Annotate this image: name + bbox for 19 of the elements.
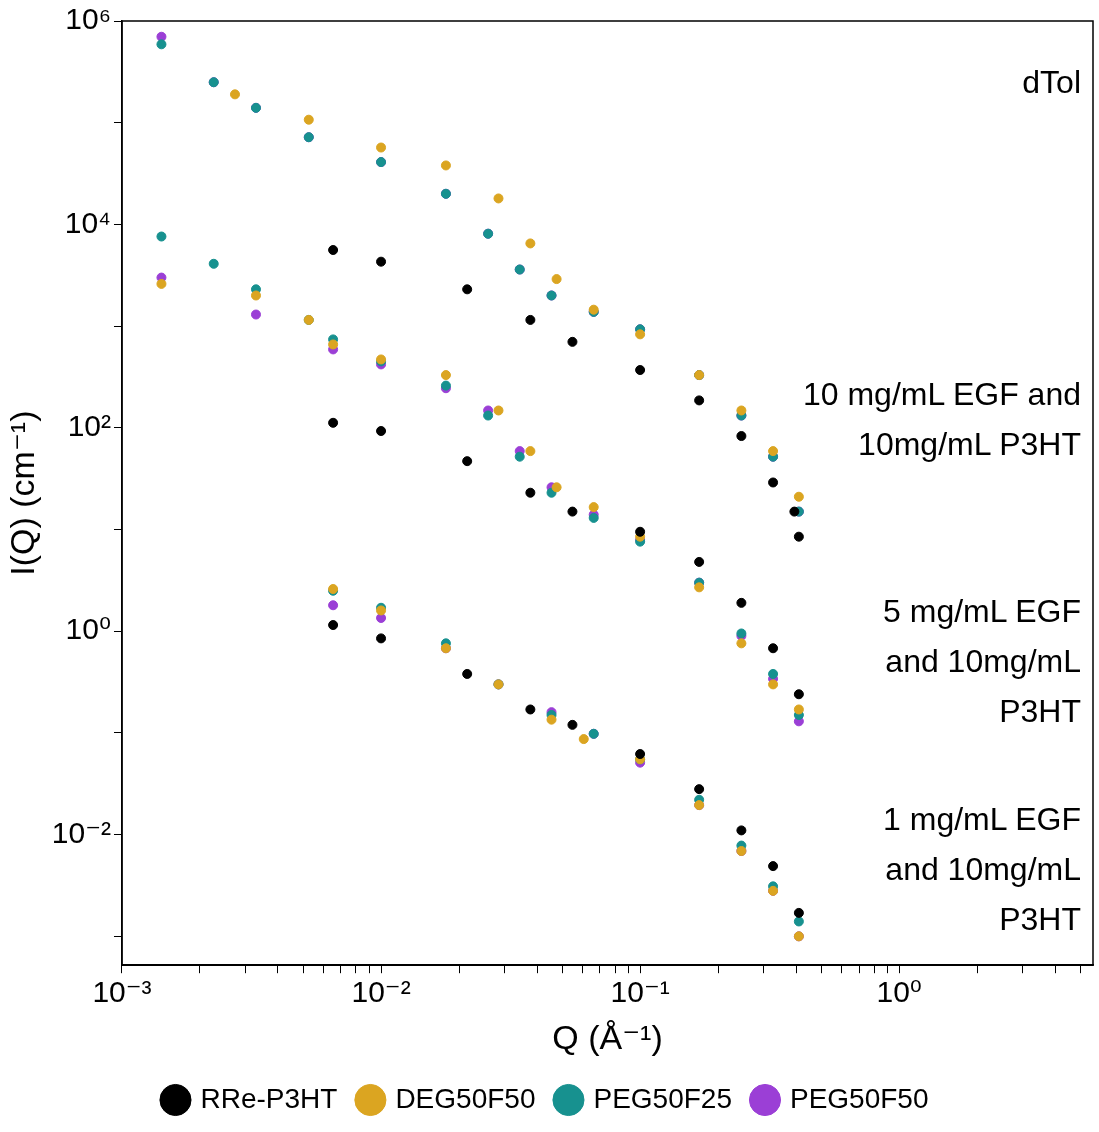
legend-label: RRe-P3HT [200, 1082, 338, 1114]
x-tick-label: 10⁻¹ [610, 975, 670, 1009]
y-tick-label: 10⁻² [51, 815, 111, 849]
y-tick-label: 10⁶ [65, 2, 111, 36]
annotation: 5 mg/mL EGF and 10mg/mL P3HT [883, 592, 1081, 729]
legend-label: DEG50F50 [395, 1082, 536, 1114]
x-tick-label: 10⁻³ [92, 975, 152, 1009]
legend-label: PEG50F50 [789, 1082, 929, 1114]
legend-label: PEG50F25 [593, 1082, 732, 1114]
y-axis-title: I(Q) (cm⁻¹) [2, 410, 41, 576]
x-axis-title: Q (Å⁻¹) [552, 1017, 663, 1056]
y-tick-label: 10⁰ [65, 612, 111, 646]
x-tick-label: 10⁰ [876, 975, 922, 1009]
annotation: dTol [1022, 64, 1081, 101]
x-tick-label: 10⁻² [351, 975, 411, 1009]
annotation: 10 mg/mL EGF and 10mg/mL P3HT [802, 375, 1081, 462]
y-tick-label: 10² [67, 409, 111, 443]
annotation: 1 mg/mL EGF and 10mg/mL P3HT [883, 800, 1081, 937]
y-tick-label: 10⁴ [64, 205, 111, 239]
